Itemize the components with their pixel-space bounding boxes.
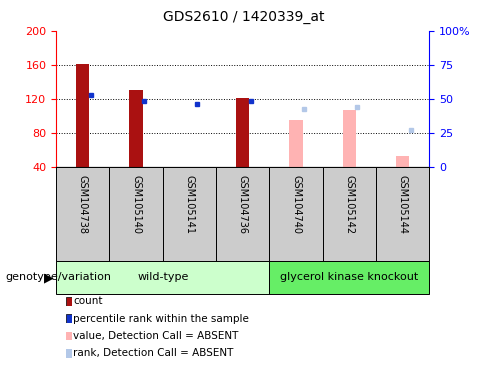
Bar bbox=[109, 167, 163, 261]
Text: GSM105141: GSM105141 bbox=[184, 175, 194, 233]
Bar bbox=[216, 167, 269, 261]
Bar bbox=[76, 64, 89, 167]
Text: GSM105140: GSM105140 bbox=[131, 175, 141, 233]
Text: GSM105142: GSM105142 bbox=[345, 175, 354, 234]
Bar bbox=[163, 167, 216, 261]
Text: ▶: ▶ bbox=[44, 271, 54, 284]
Text: GSM104736: GSM104736 bbox=[238, 175, 248, 233]
Bar bbox=[56, 261, 269, 294]
Bar bbox=[56, 167, 109, 261]
Bar bbox=[289, 120, 303, 167]
Bar bbox=[269, 261, 429, 294]
Bar bbox=[236, 98, 249, 167]
Bar bbox=[129, 90, 143, 167]
Text: glycerol kinase knockout: glycerol kinase knockout bbox=[280, 272, 419, 283]
Text: rank, Detection Call = ABSENT: rank, Detection Call = ABSENT bbox=[73, 348, 234, 358]
Text: genotype/variation: genotype/variation bbox=[5, 272, 111, 283]
Bar bbox=[343, 110, 356, 167]
Bar bbox=[376, 167, 429, 261]
Text: GSM104740: GSM104740 bbox=[291, 175, 301, 233]
Bar bbox=[323, 167, 376, 261]
Text: GDS2610 / 1420339_at: GDS2610 / 1420339_at bbox=[163, 10, 325, 23]
Bar bbox=[396, 156, 409, 167]
Text: percentile rank within the sample: percentile rank within the sample bbox=[73, 314, 249, 324]
Text: GSM105144: GSM105144 bbox=[398, 175, 408, 233]
Text: wild-type: wild-type bbox=[137, 272, 188, 283]
Text: count: count bbox=[73, 296, 103, 306]
Text: value, Detection Call = ABSENT: value, Detection Call = ABSENT bbox=[73, 331, 239, 341]
Text: GSM104738: GSM104738 bbox=[78, 175, 88, 233]
Bar bbox=[269, 167, 323, 261]
